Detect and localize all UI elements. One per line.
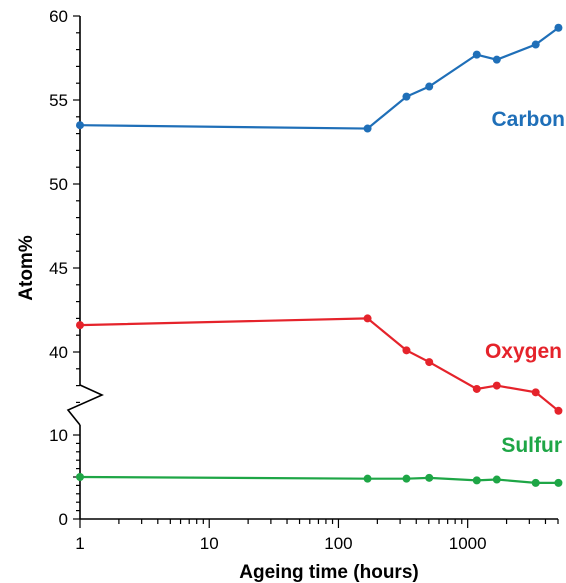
oxygen-series-label: Oxygen	[485, 340, 562, 363]
carbon-data-point	[472, 50, 481, 59]
sulfur-data-point	[492, 475, 501, 484]
x-axis-title: Ageing time (hours)	[239, 562, 418, 583]
sulfur-data-point	[472, 476, 481, 485]
sulfur-data-point	[76, 473, 84, 481]
carbon-data-point	[363, 124, 372, 133]
axes	[66, 15, 559, 528]
sulfur-series-label: Sulfur	[501, 434, 562, 457]
series-layer	[76, 23, 563, 487]
y-tick-label: 10	[49, 426, 68, 445]
sulfur-data-point	[554, 478, 563, 487]
y-axis-title: Atom%	[16, 235, 37, 301]
sulfur-data-point	[363, 474, 372, 483]
oxygen-data-point	[425, 358, 434, 367]
y-tick-label: 40	[49, 343, 68, 362]
axis-break-zigzag	[66, 384, 104, 426]
x-tick-label: 10	[200, 534, 219, 553]
x-tick-label: 100	[324, 534, 352, 553]
carbon-data-point	[402, 92, 411, 101]
oxygen-data-point	[531, 388, 540, 397]
oxygen-data-point	[76, 321, 84, 330]
carbon-data-point	[492, 55, 501, 64]
carbon-data-point	[425, 82, 434, 91]
y-tick-label: 55	[49, 91, 68, 110]
oxygen-data-point	[492, 381, 501, 390]
carbon-series-label: Carbon	[492, 108, 566, 131]
sulfur-data-point	[402, 474, 411, 483]
carbon-data-point	[554, 23, 563, 32]
y-tick-label: 45	[49, 259, 68, 278]
oxygen-data-point	[472, 384, 481, 393]
carbon-data-point	[76, 121, 84, 130]
y-tick-label: 60	[49, 7, 68, 26]
sulfur-data-point	[425, 473, 434, 482]
carbon-data-point	[531, 40, 540, 49]
sulfur-data-point	[531, 478, 540, 487]
x-tick-label: 1	[75, 534, 84, 553]
y-tick-label: 50	[49, 175, 68, 194]
oxygen-series-line	[79, 317, 560, 412]
x-tick-label: 1000	[449, 534, 487, 553]
carbon-series-line	[79, 26, 560, 130]
y-tick-label: 0	[59, 510, 68, 529]
oxygen-data-point	[363, 314, 372, 323]
oxygen-data-point	[402, 346, 411, 355]
sulfur-series-line	[79, 475, 559, 484]
oxygen-data-point	[554, 406, 563, 415]
